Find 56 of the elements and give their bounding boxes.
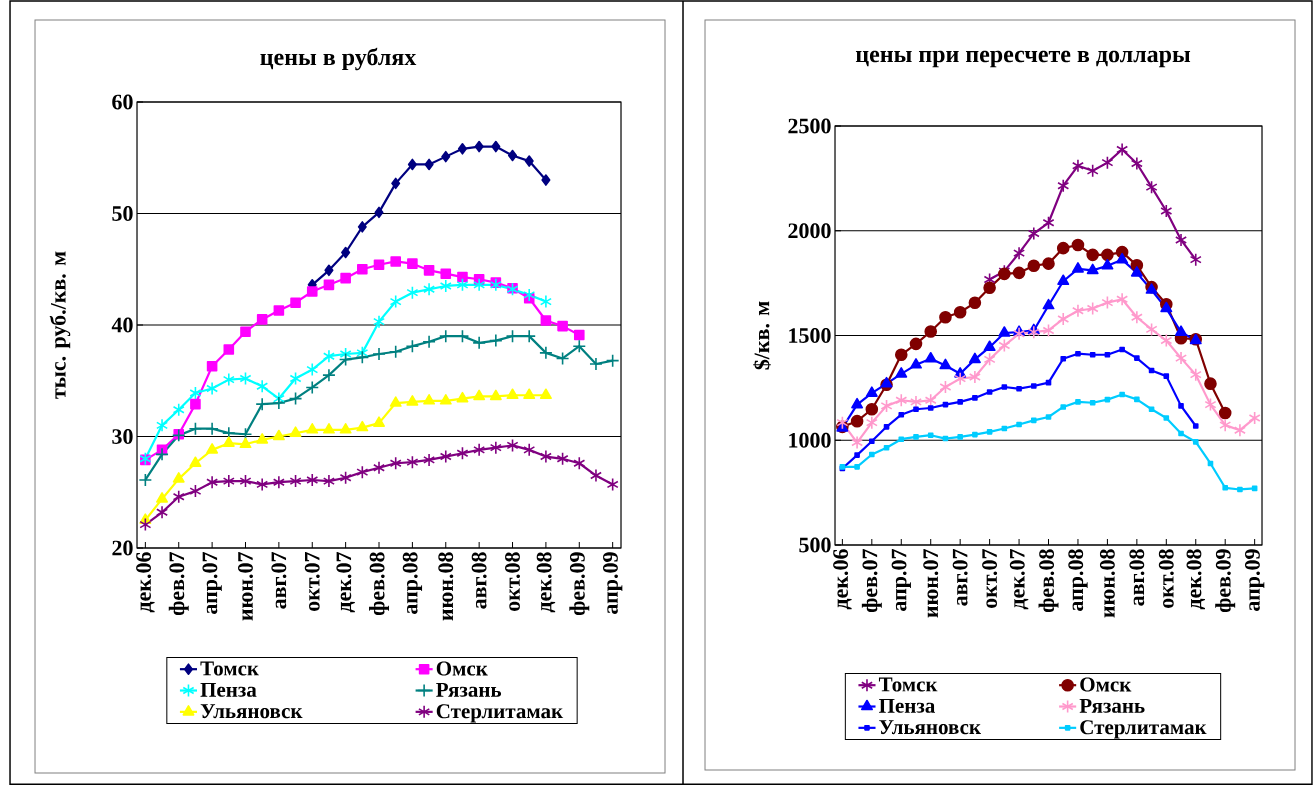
x-tick-label: апр.09 xyxy=(1244,549,1265,612)
x-tick-label: авг.07 xyxy=(952,549,968,606)
x-tick-label: июн.08 xyxy=(1099,549,1115,618)
y-tick-label: 1500 xyxy=(789,328,831,344)
x-tick-label: окт.08 xyxy=(505,552,520,612)
x-tick-label: авг.08 xyxy=(471,552,487,609)
y-tick-label: 20 xyxy=(112,540,133,556)
legend-label: Ульяновск xyxy=(879,720,981,735)
legend-label: Рязань xyxy=(436,683,502,697)
x-tick-label: апр.08 xyxy=(1068,549,1088,612)
x-tick-label: апр.07 xyxy=(202,552,222,615)
x-tick-label: дек.08 xyxy=(536,552,556,613)
y-tick-label: 2000 xyxy=(788,223,831,239)
y-tick-label: 50 xyxy=(112,206,133,222)
y-axis-title: $/кв. м xyxy=(753,301,771,370)
legend-label: Томск xyxy=(200,661,259,676)
legend-label: Пенза xyxy=(200,683,257,697)
y-tick-label: 2500 xyxy=(788,118,831,134)
legend-label: Стерлитамак xyxy=(1080,720,1207,739)
chart-title: цены при пересчете в доллары xyxy=(855,50,1191,68)
y-tick-label: 40 xyxy=(111,317,133,333)
legend-label: Ульяновск xyxy=(200,704,303,719)
x-tick-label: дек.07 xyxy=(336,552,355,613)
x-tick-label: авг.08 xyxy=(1129,549,1145,606)
x-tick-label: дек.06 xyxy=(833,549,852,610)
y-tick-label: 1000 xyxy=(789,432,831,448)
x-tick-label: дек.07 xyxy=(1009,549,1029,610)
legend-label: Пенза xyxy=(879,699,935,713)
y-tick-label: 30 xyxy=(112,429,133,445)
x-tick-label: июн.07 xyxy=(238,552,253,621)
legend-label: Стерлитамак xyxy=(436,704,564,723)
x-tick-label: фев.07 xyxy=(168,552,189,616)
x-tick-label: фев.08 xyxy=(369,552,389,616)
x-tick-label: дек.06 xyxy=(136,552,155,613)
x-tick-label: фев.09 xyxy=(569,552,590,616)
y-tick-label: 60 xyxy=(112,94,133,110)
x-tick-label: фев.07 xyxy=(861,549,882,613)
x-tick-label: авг.07 xyxy=(271,552,287,609)
chart-title: цены в рублях xyxy=(260,47,417,71)
x-tick-label: июн.08 xyxy=(438,552,454,621)
legend-label: Рязань xyxy=(1079,699,1145,713)
x-tick-label: дек.08 xyxy=(1186,549,1205,610)
legend-label: Омск xyxy=(436,661,488,676)
x-tick-label: окт.07 xyxy=(304,552,320,612)
x-tick-label: фев.09 xyxy=(1215,549,1236,613)
x-tick-label: окт.07 xyxy=(982,549,998,609)
y-axis-title: тыс. руб./кв. м xyxy=(49,251,71,399)
x-tick-label: апр.08 xyxy=(402,552,423,615)
y-tick-label: 500 xyxy=(799,537,831,553)
x-tick-label: окт.08 xyxy=(1158,549,1174,609)
x-tick-label: апр.07 xyxy=(891,549,911,612)
x-tick-label: фев.08 xyxy=(1038,549,1059,613)
x-tick-label: апр.09 xyxy=(603,552,623,615)
legend-label: Томск xyxy=(878,677,938,692)
legend-label: Омск xyxy=(1080,677,1132,692)
x-tick-label: июн.07 xyxy=(923,549,939,618)
